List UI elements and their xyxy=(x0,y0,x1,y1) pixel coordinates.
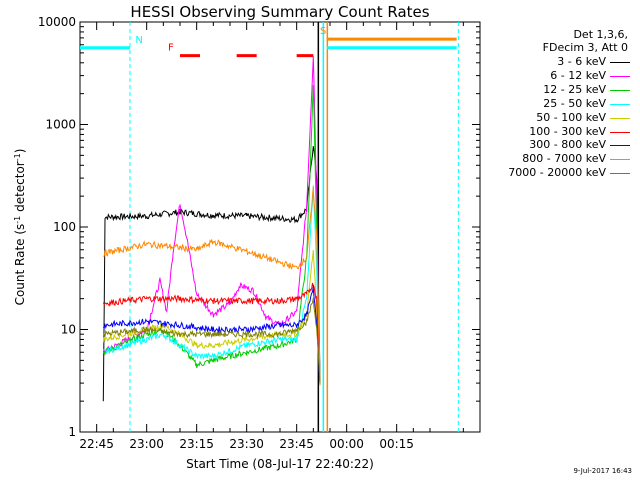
legend-swatch xyxy=(610,89,630,91)
legend-entry: 300 - 800 keV xyxy=(478,138,636,152)
y-tick-label: 10000 xyxy=(38,15,76,29)
x-tick-label: 23:15 xyxy=(179,437,214,451)
flag-label-S: S xyxy=(320,26,326,37)
series-line xyxy=(102,249,321,386)
x-tick-label: 22:45 xyxy=(79,437,114,451)
y-tick-label: 1 xyxy=(68,425,76,439)
footer-date: 9-Jul-2017 16:43 xyxy=(573,467,632,475)
flag-label-N: N xyxy=(135,35,142,46)
legend-entry: 7000 - 20000 keV xyxy=(478,166,636,180)
legend-entry: 6 - 12 keV xyxy=(478,69,636,83)
y-tick-label: 10 xyxy=(61,323,76,337)
series-line xyxy=(102,297,321,384)
series-line xyxy=(103,185,321,384)
series-line xyxy=(103,187,321,386)
series-line xyxy=(103,56,321,383)
legend-entry-label: 800 - 7000 keV xyxy=(522,152,606,166)
legend-swatch xyxy=(610,159,630,161)
legend-entry-label: 50 - 100 keV xyxy=(536,110,606,124)
y-axis-label: Count Rate (s-1 detector-1) xyxy=(13,149,28,306)
legend-entry: 12 - 25 keV xyxy=(478,83,636,97)
legend-entry: 25 - 50 keV xyxy=(478,97,636,111)
series-line xyxy=(102,146,321,402)
plot-frame xyxy=(79,21,481,433)
legend-swatch xyxy=(610,62,630,63)
legend-swatch xyxy=(610,173,630,175)
x-tick-label: 23:00 xyxy=(129,437,164,451)
legend-entry-label: 3 - 6 keV xyxy=(557,55,606,68)
series-line xyxy=(102,282,321,382)
legend-entry: 50 - 100 keV xyxy=(478,111,636,125)
x-axis-label: Start Time (08-Jul-17 22:40:22) xyxy=(186,457,374,471)
legend-entry-label: 300 - 800 keV xyxy=(529,138,606,152)
legend-entry: 3 - 6 keV xyxy=(478,55,636,69)
series-line xyxy=(102,84,321,381)
legend-entry-label: 12 - 25 keV xyxy=(543,82,606,96)
flag-label-F: F xyxy=(168,43,174,54)
series-line xyxy=(102,286,321,384)
chart-title: HESSI Observing Summary Count Rates xyxy=(130,3,429,21)
x-tick-label: 00:15 xyxy=(379,437,414,451)
x-tick-label: 23:45 xyxy=(279,437,314,451)
legend-entry-label: 100 - 300 keV xyxy=(529,124,606,138)
legend-swatch xyxy=(610,75,630,77)
legend-swatch xyxy=(610,131,630,133)
y-tick-label: 100 xyxy=(53,220,76,234)
legend-header-line-2: FDecim 3, Att 0 xyxy=(542,41,628,54)
x-tick-label: 00:00 xyxy=(329,437,364,451)
legend-entry-label: 7000 - 20000 keV xyxy=(508,166,606,180)
legend-entry-label: 25 - 50 keV xyxy=(543,96,606,110)
x-tick-label: 23:30 xyxy=(229,437,264,451)
legend-entry: 100 - 300 keV xyxy=(478,125,636,139)
legend-header-line-1: Det 1,3,6, xyxy=(573,28,628,41)
legend-swatch xyxy=(610,117,630,119)
legend-swatch xyxy=(610,145,630,147)
legend-swatch xyxy=(610,103,630,105)
y-tick-label: 1000 xyxy=(45,118,76,132)
legend-entry-label: 6 - 12 keV xyxy=(550,68,606,82)
legend-entry: 800 - 7000 keV xyxy=(478,152,636,166)
